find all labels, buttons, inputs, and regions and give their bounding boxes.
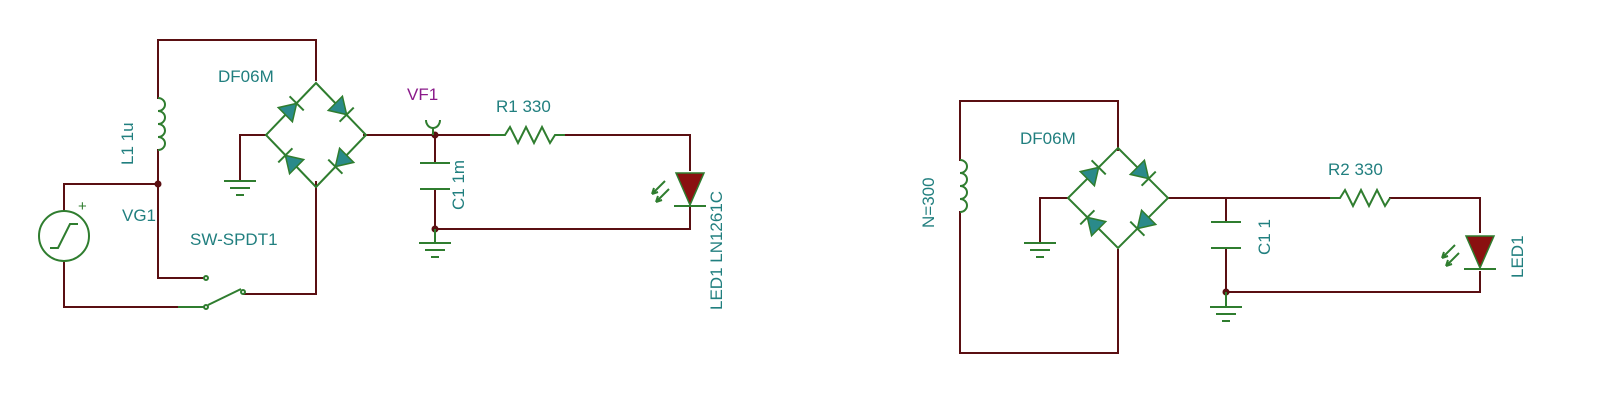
switch-spdt1-label: SW-SPDT1 [190,230,278,249]
circuit-1-wires [63,39,691,308]
resistor-r1[interactable]: R1 330 [490,97,565,146]
led-2[interactable]: LED1 [1441,235,1527,278]
ground-symbol [1024,242,1056,258]
capacitor-c1-2[interactable]: C1 1 [1211,219,1274,255]
bridge-rectifier-2[interactable]: DF06M [1020,129,1170,250]
bridge-2-label: DF06M [1020,129,1076,148]
inductor-l1-label: L1 1u [118,122,137,165]
bridge-1-label: DF06M [218,67,274,86]
capacitor-c1[interactable]: C1 1m [420,160,468,210]
resistor-r2[interactable]: R2 330 [1328,160,1391,209]
voltage-source-vg1[interactable]: + VG1 [38,198,156,262]
voltmeter-vf1[interactable]: VF1 [407,85,441,135]
switch-spdt1[interactable]: SW-SPDT1 [178,230,278,310]
ground-symbol [419,229,451,258]
resistor-r2-label: R2 330 [1328,160,1383,179]
resistor-r1-label: R1 330 [496,97,551,116]
led-1[interactable]: LED1 LN1261C [651,172,726,310]
ground-symbol [1210,292,1242,322]
coil-n300[interactable]: N=300 [919,159,968,228]
led-2-label: LED1 [1508,235,1527,278]
capacitor-c1-2-label: C1 1 [1255,219,1274,255]
capacitor-c1-label: C1 1m [449,160,468,210]
circuit-2: DF06M N=300 C1 1 R2 330 [919,100,1527,354]
bridge-rectifier-1[interactable]: DF06M [218,67,368,189]
inductor-l1[interactable]: L1 1u [118,97,166,165]
source-polarity-plus: + [78,198,87,215]
circuit-2-wires [959,100,1481,354]
ground-symbol [224,180,256,196]
coil-n300-label: N=300 [919,177,938,228]
led-1-label: LED1 LN1261C [707,191,726,310]
voltmeter-vf1-label: VF1 [407,85,438,104]
source-vg1-label: VG1 [122,206,156,225]
circuit-1: DF06M L1 1u + VG1 SW-SPDT1 [38,39,726,310]
